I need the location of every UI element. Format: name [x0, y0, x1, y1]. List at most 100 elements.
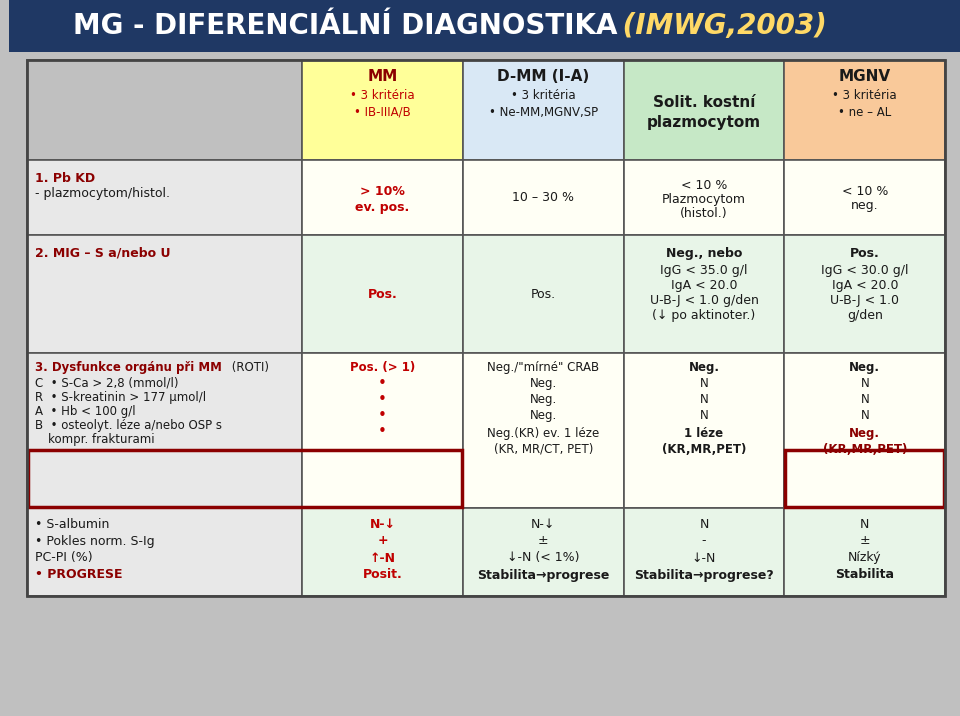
Text: ↓-N (< 1%): ↓-N (< 1%): [507, 551, 580, 564]
Text: neg.: neg.: [851, 199, 878, 212]
Bar: [27, 353, 302, 508]
Text: (↓ po aktinoter.): (↓ po aktinoter.): [653, 309, 756, 321]
Text: • PROGRESE: • PROGRESE: [35, 569, 122, 581]
Bar: [624, 508, 784, 596]
Text: U-B-J < 1.0: U-B-J < 1.0: [830, 294, 900, 306]
Text: < 10 %: < 10 %: [842, 185, 888, 198]
Text: • Pokles norm. S-Ig: • Pokles norm. S-Ig: [35, 535, 155, 548]
Text: N: N: [700, 392, 708, 405]
Text: • Ne-MM,MGNV,SP: • Ne-MM,MGNV,SP: [489, 105, 598, 119]
Text: (KR,MR,PET): (KR,MR,PET): [661, 442, 746, 455]
Bar: [463, 235, 624, 353]
Text: IgG < 30.0 g/l: IgG < 30.0 g/l: [821, 263, 908, 276]
Text: ±: ±: [538, 535, 548, 548]
Bar: [785, 450, 944, 507]
Text: kompr. frakturami: kompr. frakturami: [48, 432, 155, 445]
Text: g/den: g/den: [847, 309, 882, 321]
Text: IgA < 20.0: IgA < 20.0: [831, 279, 898, 291]
Bar: [27, 60, 946, 596]
Bar: [28, 450, 462, 507]
Text: N: N: [860, 518, 870, 531]
Text: •: •: [378, 423, 387, 438]
Bar: [624, 60, 784, 160]
Text: D-MM (I-A): D-MM (I-A): [497, 69, 589, 84]
Text: • ne – AL: • ne – AL: [838, 105, 892, 119]
Text: Neg.: Neg.: [850, 360, 880, 374]
Text: N: N: [860, 409, 869, 422]
Text: Neg.: Neg.: [530, 377, 557, 390]
Text: < 10 %: < 10 %: [681, 179, 727, 192]
Text: B  • osteolyt. léze a/nebo OSP s: B • osteolyt. léze a/nebo OSP s: [35, 418, 222, 432]
Text: •: •: [378, 407, 387, 422]
Text: 10 – 30 %: 10 – 30 %: [513, 191, 574, 204]
Bar: [302, 353, 463, 508]
Text: 1 léze: 1 léze: [684, 427, 724, 440]
Text: Pos.: Pos.: [368, 288, 397, 301]
Text: Neg./"mírné" CRAB: Neg./"mírné" CRAB: [487, 360, 599, 374]
Text: Pos.: Pos.: [850, 246, 879, 259]
Text: +: +: [377, 535, 388, 548]
Text: Plazmocytom: Plazmocytom: [662, 193, 746, 206]
Bar: [624, 235, 784, 353]
Text: IgA < 20.0: IgA < 20.0: [671, 279, 737, 291]
Text: ↑-N: ↑-N: [370, 551, 396, 564]
Bar: [27, 160, 302, 235]
Bar: [784, 508, 946, 596]
Bar: [302, 235, 463, 353]
Text: N-↓: N-↓: [531, 518, 556, 531]
Text: • IB-IIIA/B: • IB-IIIA/B: [354, 105, 411, 119]
Text: Posit.: Posit.: [363, 569, 402, 581]
Bar: [9, 0, 960, 52]
Text: ↓-N: ↓-N: [692, 551, 716, 564]
Text: N: N: [699, 518, 708, 531]
Text: N: N: [860, 377, 869, 390]
Text: Neg.: Neg.: [688, 360, 719, 374]
Text: Neg.(KR) ev. 1 léze: Neg.(KR) ev. 1 léze: [487, 427, 599, 440]
Text: 3. Dysfunkce orgánu při MM: 3. Dysfunkce orgánu při MM: [35, 360, 222, 374]
Text: -: -: [702, 535, 707, 548]
Text: IgG < 35.0 g/l: IgG < 35.0 g/l: [660, 263, 748, 276]
Bar: [463, 60, 624, 160]
Text: PC-PI (%): PC-PI (%): [35, 551, 92, 564]
Bar: [784, 235, 946, 353]
Bar: [624, 353, 784, 508]
Bar: [624, 160, 784, 235]
Text: • 3 kritéria: • 3 kritéria: [832, 89, 897, 102]
Text: N: N: [700, 409, 708, 422]
Bar: [27, 235, 302, 353]
Text: Neg.: Neg.: [530, 392, 557, 405]
Bar: [784, 160, 946, 235]
Text: Neg., nebo: Neg., nebo: [666, 246, 742, 259]
Text: Pos.: Pos.: [531, 288, 556, 301]
Text: Pos. (> 1): Pos. (> 1): [349, 360, 415, 374]
Text: Solit. kostní: Solit. kostní: [653, 95, 756, 110]
Bar: [27, 508, 302, 596]
Text: • 3 kritéria: • 3 kritéria: [350, 89, 415, 102]
Bar: [784, 60, 946, 160]
Text: 2. MIG – S a/nebo U: 2. MIG – S a/nebo U: [35, 246, 170, 259]
Text: plazmocytom: plazmocytom: [647, 115, 761, 130]
Text: ev. pos.: ev. pos.: [355, 201, 410, 214]
Text: • 3 kritéria: • 3 kritéria: [511, 89, 576, 102]
Text: (IMWG,2003): (IMWG,2003): [613, 12, 828, 40]
Text: Stabilita: Stabilita: [835, 569, 895, 581]
Text: •: •: [378, 375, 387, 390]
Text: MM: MM: [368, 69, 397, 84]
Bar: [463, 508, 624, 596]
Text: MG - DIFERENCIÁLNÍ DIAGNOSTIKA: MG - DIFERENCIÁLNÍ DIAGNOSTIKA: [73, 12, 618, 40]
Text: U-B-J < 1.0 g/den: U-B-J < 1.0 g/den: [650, 294, 758, 306]
Text: (KR,MR,PET): (KR,MR,PET): [823, 442, 907, 455]
Text: Neg.: Neg.: [850, 427, 880, 440]
Bar: [463, 160, 624, 235]
Text: N: N: [860, 392, 869, 405]
Text: Stabilita→progrese?: Stabilita→progrese?: [635, 569, 774, 581]
Text: (ROTI): (ROTI): [228, 360, 269, 374]
Text: MGNV: MGNV: [839, 69, 891, 84]
Text: Stabilita→progrese: Stabilita→progrese: [477, 569, 610, 581]
Bar: [784, 353, 946, 508]
Text: (histol.): (histol.): [681, 207, 728, 220]
Bar: [302, 508, 463, 596]
Bar: [27, 60, 302, 160]
Text: 1. Pb KD: 1. Pb KD: [35, 172, 95, 185]
Text: R  • S-kreatinin > 177 µmol/l: R • S-kreatinin > 177 µmol/l: [35, 390, 205, 404]
